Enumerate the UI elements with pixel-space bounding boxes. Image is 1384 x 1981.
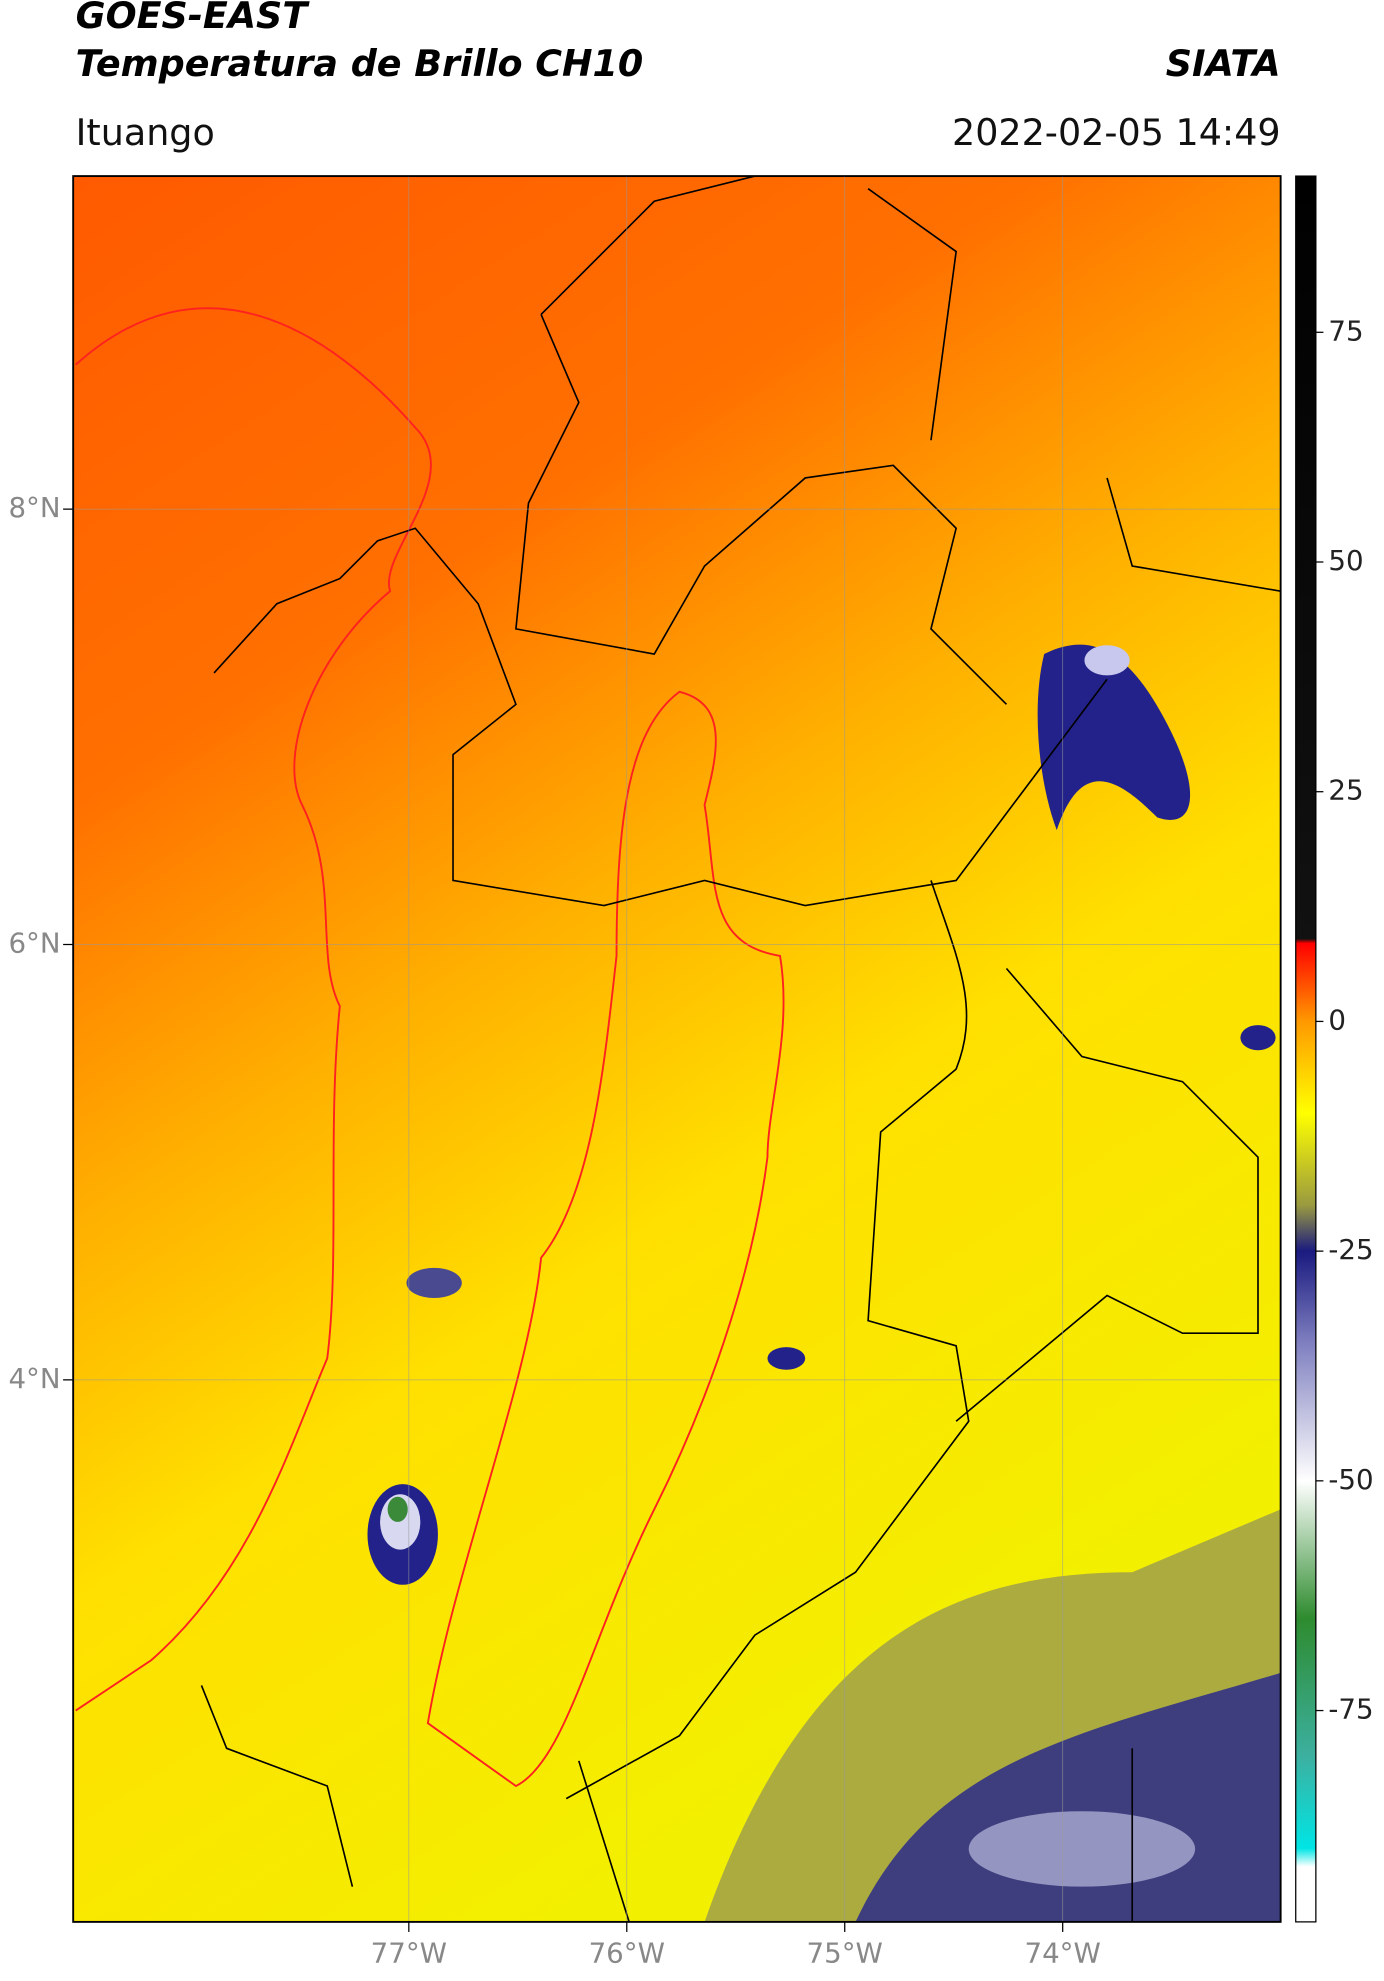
- location: Ituango: [76, 111, 215, 154]
- colorbar-tick-label: 25: [1328, 774, 1363, 807]
- x-tick-label: 77°W: [371, 1937, 447, 1970]
- y-tick-label: 6°N: [8, 927, 60, 960]
- source: SIATA: [1166, 42, 1281, 85]
- cold-region: [968, 1811, 1196, 1887]
- colorbar-tick-label: -25: [1328, 1233, 1373, 1266]
- cold-cloud: [1037, 644, 1191, 831]
- x-tick-label: 75°W: [807, 1937, 883, 1970]
- cold-cloud: [1240, 1025, 1276, 1051]
- title: GOES-EAST: [76, 0, 311, 37]
- timestamp: 2022-02-05 14:49: [952, 111, 1281, 154]
- cold-cloud: [387, 1496, 408, 1522]
- colorbar-tick-label: 50: [1328, 544, 1363, 577]
- colorbar-tick-label: 75: [1328, 314, 1363, 347]
- map-frame: [72, 175, 1282, 1923]
- colorbar-tick-label: 0: [1328, 1003, 1346, 1036]
- y-tick-label: 4°N: [8, 1362, 60, 1395]
- cold-cloud: [767, 1347, 806, 1370]
- x-tick-label: 74°W: [1024, 1937, 1100, 1970]
- colorbar-tick-label: -50: [1328, 1463, 1373, 1496]
- cold-cloud: [406, 1267, 462, 1299]
- colorbar: [1295, 175, 1317, 1923]
- boundary-red: [426, 690, 785, 1788]
- subtitle: Temperatura de Brillo CH10: [76, 42, 644, 85]
- x-tick-label: 76°W: [589, 1937, 665, 1970]
- map-image: [73, 176, 1281, 1922]
- y-tick-label: 8°N: [8, 491, 60, 524]
- coastline: [75, 307, 432, 1712]
- cold-cloud: [1084, 645, 1130, 676]
- colorbar-tick-label: -75: [1328, 1693, 1373, 1726]
- boundary: [200, 176, 1281, 1922]
- grid: [73, 176, 1281, 1922]
